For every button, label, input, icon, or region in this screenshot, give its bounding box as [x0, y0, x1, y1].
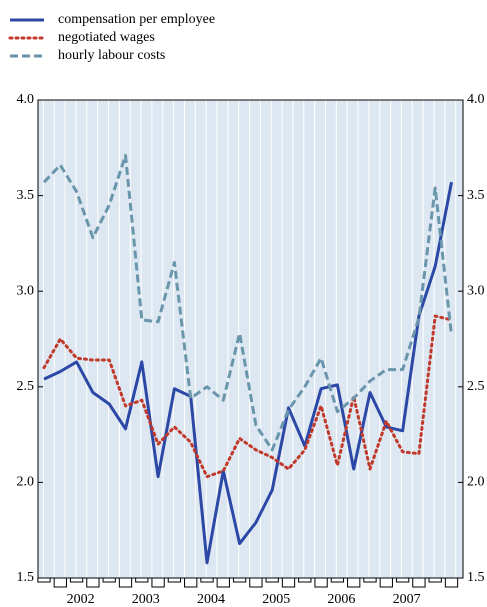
x-tick [102, 578, 116, 583]
x-tick [184, 578, 198, 588]
plot-area [38, 100, 463, 578]
legend-label: compensation per employee [58, 12, 215, 27]
x-tick-label: 2007 [393, 592, 421, 607]
x-tick [53, 578, 67, 588]
x-tick [249, 578, 263, 588]
x-tick [428, 578, 442, 583]
y2-tick-label: 3.5 [467, 188, 485, 203]
x-tick [444, 578, 459, 588]
x-tick-label: 2005 [262, 592, 290, 607]
x-tick [135, 578, 149, 583]
x-tick-label: 2004 [197, 592, 225, 607]
x-tick [347, 578, 361, 588]
x-tick [363, 578, 377, 583]
x-tick [298, 578, 312, 583]
y-tick-label: 2.5 [17, 379, 35, 394]
y2-tick-label: 4.0 [467, 92, 485, 107]
x-tick-label: 2003 [132, 592, 160, 607]
y-tick-label: 3.5 [17, 188, 35, 203]
y2-tick-label: 1.5 [467, 570, 485, 585]
y2-tick-label: 2.5 [467, 379, 485, 394]
x-tick [330, 578, 345, 583]
x-tick [232, 578, 247, 583]
x-tick [395, 578, 410, 583]
x-tick [281, 578, 296, 588]
x-tick [37, 578, 51, 583]
x-tick [216, 578, 230, 588]
x-tick [69, 578, 84, 583]
y2-tick-label: 3.0 [467, 283, 485, 298]
plot-frame [37, 99, 464, 579]
x-tick-label: 2006 [327, 592, 355, 607]
x-tick [200, 578, 214, 583]
series-line [42, 314, 453, 479]
legend-label: hourly labour costs [58, 48, 165, 63]
y2-tick-label: 2.0 [467, 475, 485, 490]
x-tick [379, 578, 393, 588]
x-tick [265, 578, 279, 583]
x-tick-label: 2002 [67, 592, 95, 607]
legend-label: negotiated wages [58, 30, 155, 45]
x-tick [118, 578, 133, 588]
x-tick [86, 578, 100, 588]
y-tick-label: 4.0 [17, 92, 35, 107]
y-tick-label: 1.5 [17, 570, 35, 585]
x-tick [412, 578, 426, 588]
series-line [43, 181, 453, 565]
x-tick [151, 578, 165, 588]
y-tick-label: 3.0 [17, 283, 35, 298]
x-tick [167, 578, 182, 583]
x-tick [314, 578, 328, 588]
y-tick-label: 2.0 [17, 475, 35, 490]
series-line [42, 153, 453, 452]
